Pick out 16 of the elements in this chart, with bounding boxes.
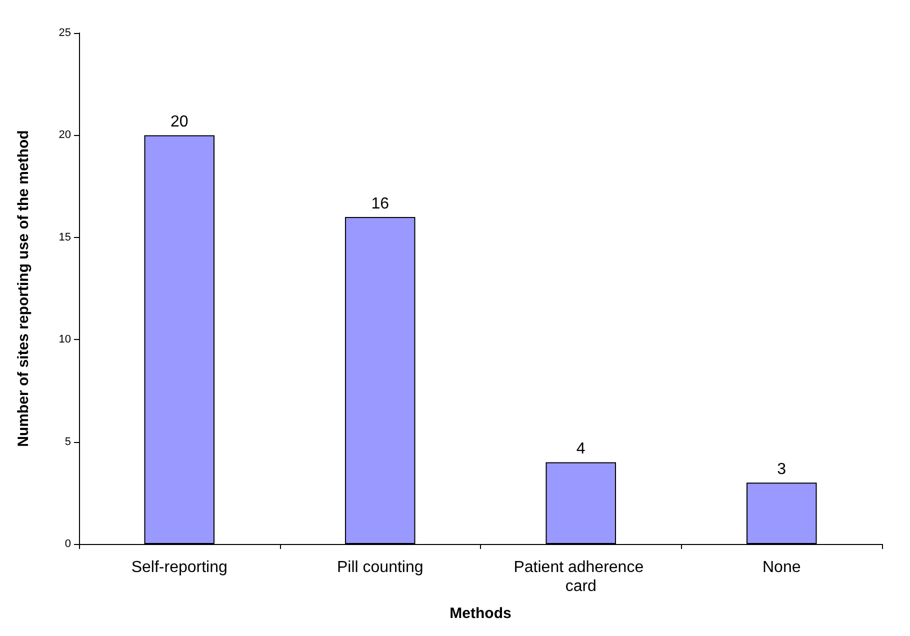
y-tick-label: 10 <box>58 334 71 346</box>
y-tick-label: 5 <box>64 436 71 448</box>
y-tick-label: 25 <box>58 27 71 39</box>
y-tick-label: 0 <box>64 538 71 550</box>
data-label: 3 <box>777 461 786 478</box>
data-label: 16 <box>371 195 390 212</box>
x-tick-label: None <box>762 559 801 576</box>
x-tick-label: Self-reporting <box>131 559 228 576</box>
y-tick-label: 15 <box>58 231 71 244</box>
x-tick-label: Patient adherence card <box>514 559 648 595</box>
x-tick-label: Pill counting <box>336 559 424 576</box>
data-label: 4 <box>576 440 586 458</box>
y-tick-label: 20 <box>58 129 71 142</box>
y-axis-title: Number of sites reporting use of the method <box>15 130 32 447</box>
x-axis-title: Methods <box>450 605 512 622</box>
data-label: 20 <box>170 114 188 131</box>
